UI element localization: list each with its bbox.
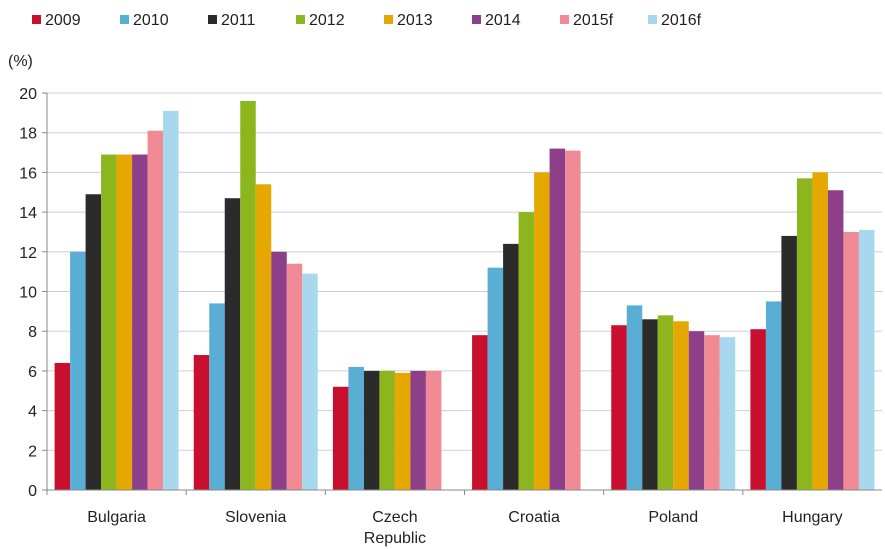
bar-2014-bulgaria [132,154,148,490]
bar-2013-croatia [534,172,550,490]
bar-2015f-slovenia [286,263,303,490]
bar-2015f-croatia [565,150,581,490]
legend-label: 2013 [397,12,433,29]
legend-label: 2012 [309,12,345,29]
bar-2010-bulgaria [70,251,86,490]
bar-2015f-czech-republic [425,370,442,490]
legend-label: 2011 [221,12,256,29]
bar-2009-bulgaria [54,362,71,490]
bar-2010-hungary [765,301,782,490]
legend-swatch [120,15,129,24]
bar-2011-czech-republic [363,370,380,490]
bar-2010-poland [626,305,643,490]
bar-2015f-bulgaria [147,130,164,490]
legend-label: 2016f [661,12,702,29]
bar-2010-croatia [487,267,504,490]
bar-2011-hungary [781,235,797,490]
category-labels: Bulgaria Slovenia Czech Republic Croatia Pola… [87,509,842,547]
bars [46,100,875,495]
bar-2011-slovenia [224,198,241,490]
legend-label: 2015f [573,12,614,29]
bar-2014-croatia [549,148,566,490]
y-tick-label: 4 [28,404,37,421]
x-category-label: Republic [364,530,426,547]
x-category-label: Croatia [508,509,560,526]
bar-2013-slovenia [255,184,272,490]
x-category-label: Slovenia [225,509,286,526]
bar-2013-poland [673,321,689,490]
bar-2013-czech-republic [394,372,411,490]
bar-2009-croatia [472,335,488,490]
y-tick-label: 18 [19,126,37,143]
bar-2012-slovenia [240,100,256,490]
bar-2016f-hungary [858,229,875,490]
bar-2016f-bulgaria [163,110,179,491]
bar-2015f-hungary [843,231,859,490]
bar-2009-poland [611,325,627,490]
bar-2016f-poland [719,337,736,490]
bar-2016f-slovenia [302,273,318,490]
legend: 2009 2010 2011 2012 2013 2014 2015f 2016f [32,12,702,29]
legend-swatch [208,15,217,24]
y-tick-label: 20 [19,86,37,103]
bar-2014-czech-republic [410,370,426,490]
bar-2013-hungary [812,172,828,490]
legend-label: 2009 [45,12,81,29]
legend-swatch [648,15,657,24]
bar-2010-slovenia [209,303,225,490]
bar-2012-bulgaria [101,154,117,490]
x-category-label: Hungary [782,509,842,526]
bar-2012-poland [657,315,674,490]
x-category-label: Czech [372,509,417,526]
legend-swatch [560,15,569,24]
bar-2013-bulgaria [116,154,133,490]
bar-2009-hungary [750,329,766,490]
y-tick-label: 16 [19,165,37,182]
bar-2011-bulgaria [85,194,102,491]
y-axis-label: (%) [8,53,33,70]
x-category-label: Bulgaria [87,509,146,526]
legend-label: 2010 [133,12,169,29]
bar-2011-croatia [503,243,519,490]
x-category-label: Poland [648,509,698,526]
bar-2015f-poland [704,335,720,490]
legend-swatch [472,15,481,24]
legend-swatch [32,15,41,24]
legend-swatch [384,15,393,24]
y-tick-label: 12 [19,245,37,262]
bar-2014-slovenia [271,251,287,490]
y-tick-label: 8 [28,324,37,341]
bar-2009-slovenia [193,355,210,490]
bar-2014-poland [688,331,705,490]
bar-2012-czech-republic [379,370,395,490]
legend-swatch [296,15,305,24]
y-tick-label: 6 [28,364,37,381]
bar-2012-croatia [518,212,535,490]
gridlines [47,92,882,451]
y-tick-label: 0 [28,483,37,500]
y-tick-label: 2 [28,443,37,460]
y-tick-label: 10 [19,285,37,302]
bar-2011-poland [642,319,658,490]
y-tick-label: 14 [19,205,37,222]
legend-label: 2014 [485,12,521,29]
bar-2012-hungary [796,178,813,491]
bar-2009-czech-republic [332,386,349,490]
bar-2014-hungary [827,190,844,490]
y-axis-ticks: 0 2 4 6 8 10 12 14 16 18 20 [19,86,48,500]
bar-2010-czech-republic [348,366,364,490]
